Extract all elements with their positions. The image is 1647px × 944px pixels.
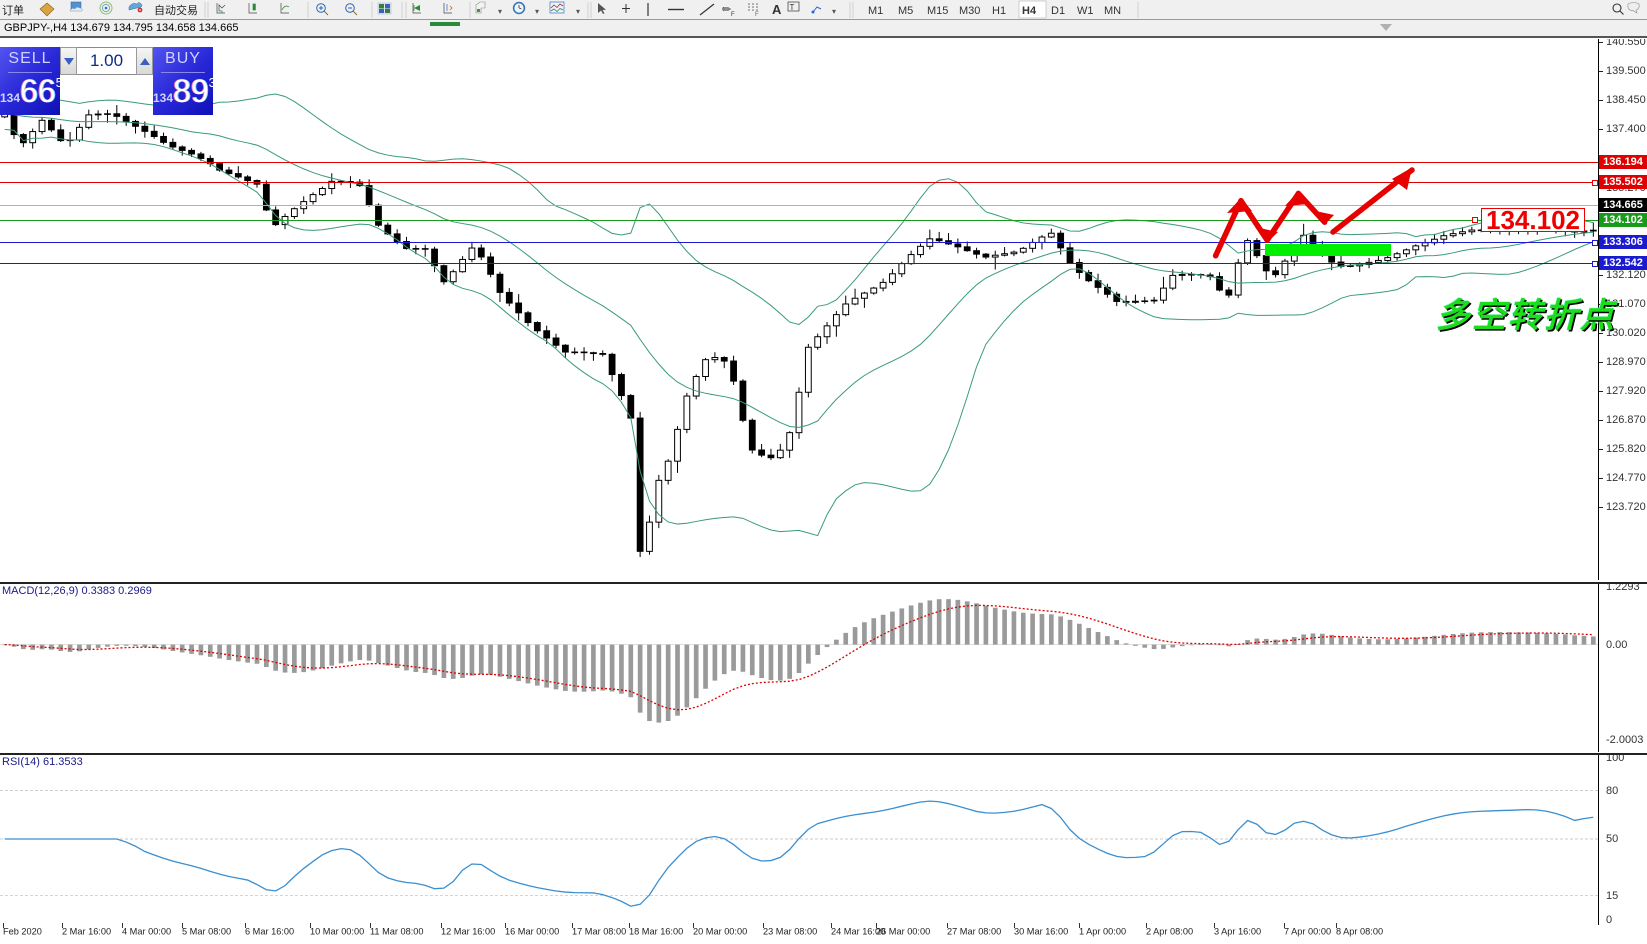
svg-text:▾: ▾	[498, 7, 502, 16]
svg-text:F: F	[755, 12, 759, 18]
svg-text:W1: W1	[1077, 5, 1094, 17]
svg-text:▾: ▾	[832, 7, 836, 16]
svg-text:T: T	[790, 3, 795, 12]
svg-text:▾: ▾	[535, 7, 539, 16]
svg-text:F: F	[731, 12, 735, 18]
svg-text:自动交易: 自动交易	[154, 3, 198, 17]
svg-text:▾: ▾	[576, 7, 580, 16]
svg-text:订单: 订单	[2, 4, 24, 17]
svg-text:H4: H4	[1022, 5, 1037, 17]
svg-text:A: A	[772, 2, 782, 17]
svg-text:MN: MN	[1104, 5, 1121, 17]
svg-text:M1: M1	[868, 5, 883, 17]
svg-text:M15: M15	[927, 5, 948, 17]
svg-text:M5: M5	[898, 5, 913, 17]
svg-text:H1: H1	[992, 5, 1006, 17]
svg-text:M30: M30	[959, 5, 980, 17]
svg-text:D1: D1	[1051, 5, 1065, 17]
